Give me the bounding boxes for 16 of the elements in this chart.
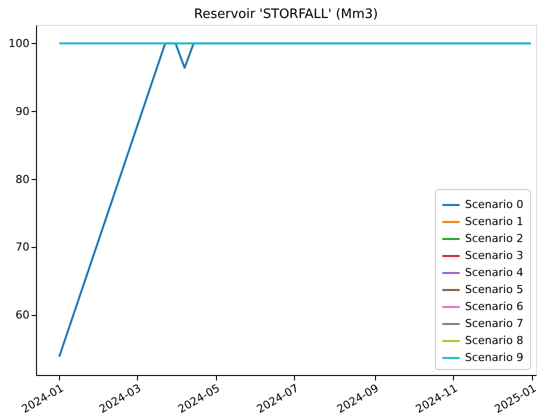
y-tick-label: 100 — [8, 36, 30, 50]
legend-label: Scenario 9 — [465, 351, 524, 364]
legend-label: Scenario 6 — [465, 300, 524, 313]
legend-label: Scenario 3 — [465, 249, 524, 262]
legend-label: Scenario 4 — [465, 266, 524, 279]
y-tick-label: 70 — [16, 240, 30, 254]
legend-label: Scenario 5 — [465, 283, 524, 296]
y-tick-label: 90 — [16, 104, 30, 118]
legend-label: Scenario 2 — [465, 232, 524, 245]
legend-label: Scenario 8 — [465, 334, 524, 347]
legend-label: Scenario 1 — [465, 215, 524, 228]
y-tick-label: 60 — [16, 308, 30, 322]
legend-label: Scenario 7 — [465, 317, 524, 330]
y-tick-label: 80 — [16, 172, 30, 186]
chart-title: Reservoir 'STORFALL' (Mm3) — [194, 7, 378, 22]
legend-label: Scenario 0 — [465, 198, 524, 211]
